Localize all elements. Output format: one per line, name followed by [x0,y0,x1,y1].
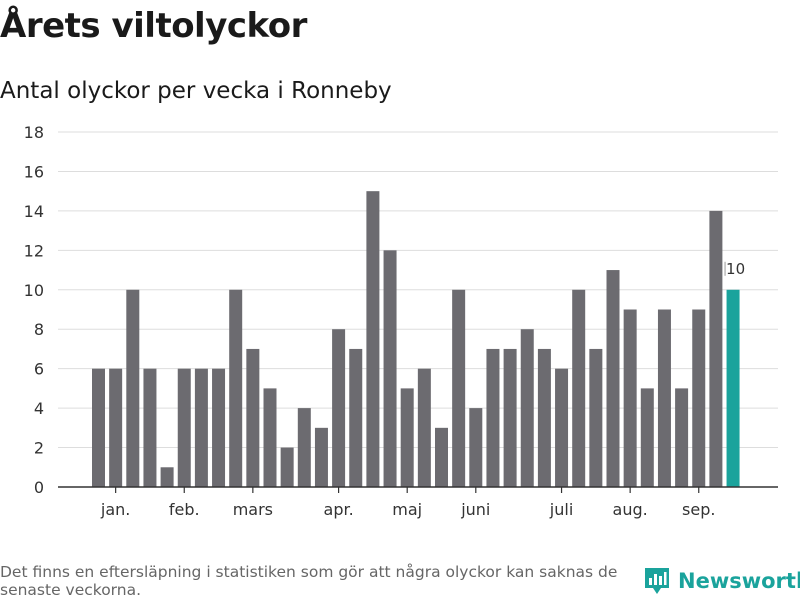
bar [92,368,105,487]
bar [280,447,294,487]
bar [177,368,191,487]
bar [126,289,140,487]
bar [366,191,380,488]
y-tick-label: 14 [24,202,44,221]
bar [537,348,551,487]
bar [469,408,483,487]
y-tick-label: 12 [24,241,44,260]
y-tick-label: 16 [24,162,44,181]
brand-logo: Newsworthy [644,566,800,596]
bar [623,309,637,487]
bar [589,348,603,487]
bar [692,309,706,487]
y-tick-label: 0 [34,478,44,497]
bar [160,467,174,487]
bar [143,368,157,487]
bar [229,289,243,487]
bar [435,427,448,487]
bar [675,388,689,487]
bar [246,348,260,487]
y-tick-label: 6 [34,360,44,379]
bar [417,368,431,487]
bar [657,309,671,487]
bar [572,289,586,487]
newsworthy-icon [645,568,669,594]
bar [709,210,723,487]
bar [555,368,569,487]
bars [92,191,740,488]
x-tick-label: mars [233,500,273,519]
x-axis-ticks: jan. feb. mars apr. maj juni juli aug. sep. [100,487,715,519]
bar [486,348,500,487]
bar [332,329,346,487]
y-tick-label: 18 [24,123,44,142]
bar [640,388,654,487]
bar [503,348,517,487]
x-tick-label: apr. [324,500,354,519]
bar [263,388,277,487]
brand-name: Newsworthy [678,569,800,593]
x-tick-label: jan. [100,500,130,519]
bar [314,427,328,487]
x-tick-label: juni [460,500,490,519]
chart-subtitle: Antal olyckor per vecka i Ronneby [0,78,392,104]
bar [452,289,466,487]
bar [400,388,414,487]
bar [606,270,620,487]
x-tick-label: maj [392,500,422,519]
data-label: 10 [726,260,745,278]
chart-title: Årets viltolyckor [0,6,307,46]
y-tick-label: 2 [34,439,44,458]
bar [349,348,363,487]
bar [383,250,397,487]
y-tick-label: 8 [34,320,44,339]
footnote: Det finns en eftersläpning i statistiken… [0,563,618,599]
bar [212,368,226,487]
x-tick-label: juli [549,500,573,519]
bar-highlight [726,289,740,487]
x-tick-label: aug. [613,500,648,519]
bar [297,408,311,487]
x-tick-label: feb. [169,500,200,519]
x-tick-label: sep. [682,500,715,519]
y-tick-label: 4 [34,399,44,418]
bar [194,368,208,487]
y-tick-label: 10 [24,281,44,300]
bar [109,368,123,487]
y-axis-ticks: 0 2 4 6 8 10 12 14 16 18 [24,123,44,497]
data-labels: 10 [724,260,745,278]
bar [520,329,534,487]
